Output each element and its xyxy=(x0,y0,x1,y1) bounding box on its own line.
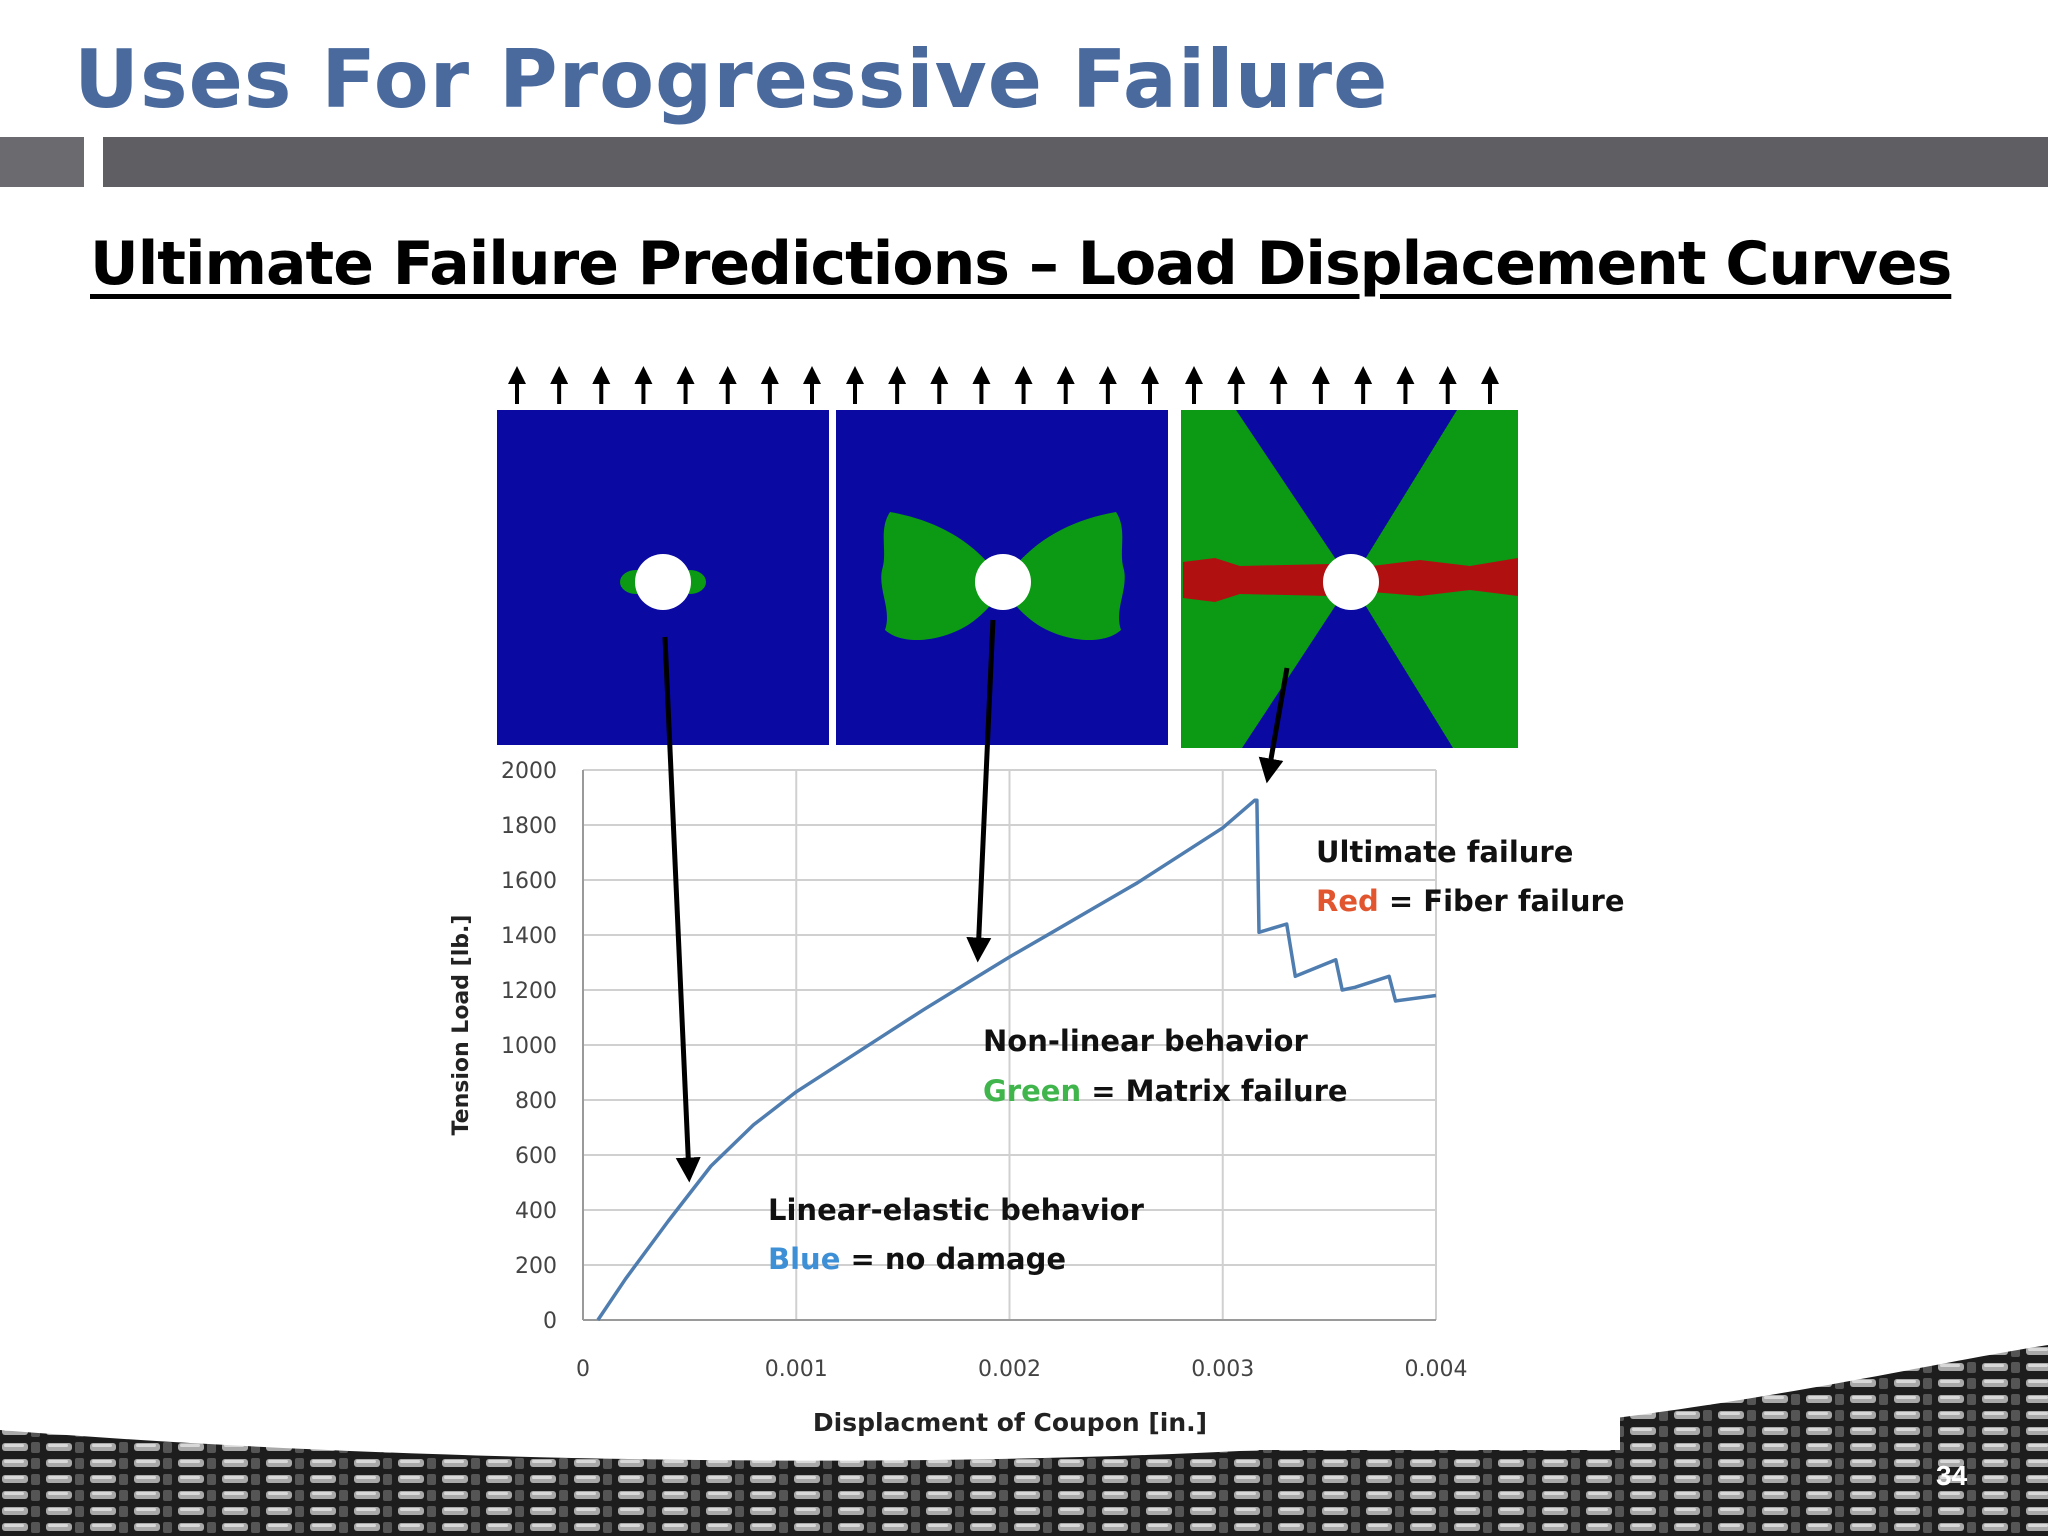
load-arrows xyxy=(508,366,1499,404)
series-line-tension-load xyxy=(596,798,1437,1321)
load-arrow-icon xyxy=(1269,366,1288,404)
annotation-title: Non-linear behavior xyxy=(983,1024,1308,1058)
x-tick-label: 0.004 xyxy=(1405,1357,1468,1382)
x-tick-label: 0.001 xyxy=(765,1357,828,1382)
chart-grid xyxy=(582,769,1437,1321)
annotation-linear-elastic: Linear-elastic behavior Blue = no damage xyxy=(768,1193,1145,1276)
load-arrow-icon xyxy=(760,366,779,404)
annotation-key-text: = no damage xyxy=(840,1242,1066,1276)
load-arrow-icon xyxy=(1438,366,1457,404)
load-arrow-icon xyxy=(1098,366,1117,404)
load-arrow-icon xyxy=(1185,366,1203,404)
load-arrow-icon xyxy=(1014,366,1033,404)
y-tick-label: 600 xyxy=(515,1144,557,1169)
load-arrow-icon xyxy=(676,366,695,404)
y-tick-label: 1400 xyxy=(501,924,557,949)
load-arrow-icon xyxy=(1141,366,1159,404)
damage-panel-linear xyxy=(497,410,829,745)
load-arrow-icon xyxy=(634,366,653,404)
annotation-title: Linear-elastic behavior xyxy=(768,1193,1145,1227)
annotation-key-word: Blue xyxy=(768,1242,840,1276)
svg-text:Green = Matrix failure: Green = Matrix failure xyxy=(983,1074,1348,1108)
y-tick-labels: 0 200 400 600 800 1000 1200 1400 1600 1800 2000 xyxy=(501,759,557,1334)
load-arrow-icon xyxy=(1311,366,1330,404)
x-tick-label: 0.002 xyxy=(978,1357,1041,1382)
y-tick-label: 200 xyxy=(515,1254,557,1279)
damage-panel-nonlinear xyxy=(836,410,1168,745)
slide-title: Uses For Progressive Failure xyxy=(74,33,1389,126)
x-tick-label: 0.003 xyxy=(1191,1357,1254,1382)
x-axis-label: Displacment of Coupon [in.] xyxy=(813,1408,1207,1437)
leader-arrow-nonlinear xyxy=(966,619,996,963)
header-band-left xyxy=(0,137,84,187)
slide-subtitle: Ultimate Failure Predictions – Load Disp… xyxy=(90,229,1952,299)
load-arrow-icon xyxy=(846,366,864,404)
annotation-key-word: Red xyxy=(1316,884,1379,918)
header-band-right xyxy=(103,137,2048,187)
load-arrow-icon xyxy=(803,366,821,404)
load-arrow-icon xyxy=(1396,366,1415,404)
load-arrow-icon xyxy=(508,366,526,404)
svg-text:Red = Fiber failure: Red = Fiber failure xyxy=(1316,884,1625,918)
load-arrow-icon xyxy=(718,366,737,404)
y-tick-label: 1800 xyxy=(501,814,557,839)
y-tick-label: 1200 xyxy=(501,979,557,1004)
x-tick-label: 0 xyxy=(576,1357,590,1382)
damage-panel-ultimate xyxy=(1181,410,1518,748)
svg-text:Blue = no damage: Blue = no damage xyxy=(768,1242,1066,1276)
y-tick-label: 1600 xyxy=(501,869,557,894)
y-tick-label: 400 xyxy=(515,1199,557,1224)
y-tick-label: 0 xyxy=(543,1309,557,1334)
leader-arrow-ultimate xyxy=(1258,667,1290,784)
annotation-title: Ultimate failure xyxy=(1316,835,1573,869)
load-arrow-icon xyxy=(1354,366,1373,404)
annotation-non-linear: Non-linear behavior Green = Matrix failu… xyxy=(983,1024,1348,1108)
load-arrow-icon xyxy=(888,366,907,404)
annotation-key-text: = Fiber failure xyxy=(1379,884,1625,918)
load-arrow-icon xyxy=(930,366,949,404)
y-axis-label: Tension Load [lb.] xyxy=(449,915,474,1136)
leader-arrow-linear xyxy=(662,636,701,1183)
y-tick-label: 800 xyxy=(515,1089,557,1114)
x-tick-labels: 0 0.001 0.002 0.003 0.004 xyxy=(576,1357,1467,1382)
load-arrow-icon xyxy=(972,366,991,404)
annotation-key-text: = Matrix failure xyxy=(1081,1074,1348,1108)
load-arrow-icon xyxy=(1227,366,1246,404)
annotation-ultimate-failure: Ultimate failure Red = Fiber failure xyxy=(1316,835,1625,918)
y-tick-label: 2000 xyxy=(501,759,557,784)
page-number: 34 xyxy=(1936,1460,1968,1491)
load-arrow-icon xyxy=(592,366,611,404)
y-tick-label: 1000 xyxy=(501,1034,557,1059)
annotation-key-word: Green xyxy=(983,1074,1081,1108)
load-arrow-icon xyxy=(1481,366,1499,404)
load-arrow-icon xyxy=(1056,366,1075,404)
load-arrow-icon xyxy=(550,366,569,404)
